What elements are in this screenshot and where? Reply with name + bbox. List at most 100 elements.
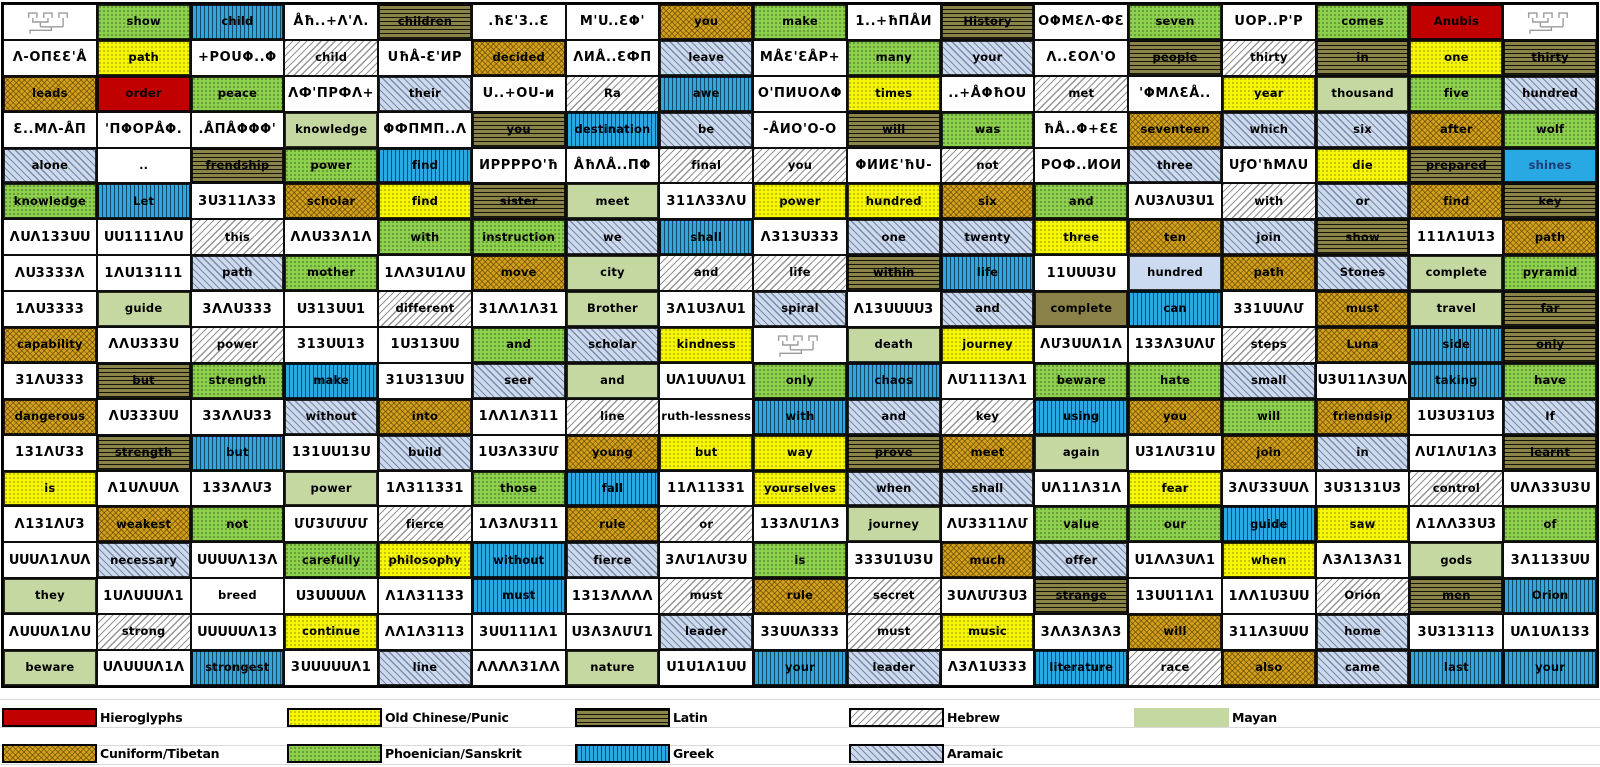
grid-cell[interactable]: make [753, 4, 847, 40]
grid-cell[interactable]: find [378, 183, 472, 220]
grid-cell[interactable]: year [1221, 75, 1316, 112]
grid-cell[interactable]: way [753, 434, 847, 471]
grid-cell[interactable]: 3ΛΛՍ333 [190, 291, 285, 328]
grid-cell[interactable]: hundred [1128, 255, 1222, 292]
grid-cell[interactable]: find [1409, 183, 1504, 220]
grid-cell[interactable]: death [846, 327, 941, 363]
grid-cell[interactable]: secret [846, 578, 941, 615]
grid-cell[interactable]: strength [190, 362, 285, 399]
grid-cell[interactable]: alone [3, 147, 97, 184]
grid-cell[interactable]: taking [1409, 362, 1504, 399]
grid-cell[interactable]: Ɛ..ΜΛ-ÅΠ [3, 111, 97, 148]
grid-cell[interactable]: is [3, 470, 97, 507]
grid-cell[interactable]: ΛՍ333ՍՍ [96, 398, 191, 435]
grid-cell[interactable]: 111Λ1Ս13 [1409, 219, 1504, 256]
grid-cell[interactable]: meet [565, 183, 660, 220]
grid-cell[interactable]: ΛՍՍՍΛ1ΛՍ [3, 614, 97, 651]
grid-cell[interactable]: 1ΛՍ3333 [3, 291, 97, 328]
grid-cell[interactable]: -ÅИΟ'Ο-Ο [753, 111, 847, 148]
grid-cell[interactable]: men [1409, 578, 1504, 615]
grid-cell[interactable]: 1313ΛΛΛΛ [565, 578, 660, 615]
grid-cell[interactable]: ÅħΛÅ..ΠΦ [565, 147, 660, 184]
grid-cell[interactable]: child [190, 4, 285, 40]
grid-cell[interactable]: knowledge [3, 183, 97, 220]
grid-cell[interactable]: kindness [659, 327, 754, 363]
grid-cell[interactable]: UƒΟ'ħΜΛU [1221, 147, 1316, 184]
grid-cell[interactable]: only [1503, 327, 1597, 363]
grid-cell[interactable]: mother [284, 255, 379, 292]
grid-cell[interactable]: die [1315, 147, 1410, 184]
grid-cell[interactable]: ՍՍ1111ΛՍ [96, 219, 191, 256]
grid-cell[interactable]: 3ՍՍ111Λ1 [471, 614, 566, 651]
grid-cell[interactable]: home [1315, 614, 1410, 651]
grid-cell[interactable]: gods [1409, 542, 1504, 579]
grid-cell[interactable]: 1ΛΛ1Λ311 [471, 398, 566, 435]
grid-cell[interactable]: find [378, 147, 472, 184]
grid-cell[interactable]: Let [96, 183, 191, 220]
grid-cell[interactable]: 333Ս1Ս3Ս [846, 542, 941, 579]
grid-cell[interactable]: ΛΛՍ333Ս [96, 327, 191, 363]
grid-cell[interactable]: 1Ս3Ս31Ս3 [1409, 398, 1504, 435]
grid-cell[interactable]: can [1128, 291, 1222, 328]
grid-cell[interactable]: ΛՍ3ΛՍ3Ս1 [1128, 183, 1222, 220]
grid-cell[interactable]: 13ՍՍ11Λ1 [1128, 578, 1222, 615]
grid-cell[interactable]: have [1503, 362, 1597, 399]
grid-cell[interactable]: .ÅΠÅΦΦΦ' [190, 111, 285, 148]
grid-cell[interactable]: Ս3ՍՍՍՍΛ [284, 578, 379, 615]
grid-cell[interactable]: 3ՍՍՍՍՍΛ1 [284, 650, 379, 686]
grid-cell[interactable]: seventeen [1128, 111, 1222, 148]
grid-cell[interactable]: ՍΛ1ՍΛ133 [1503, 614, 1597, 651]
grid-cell[interactable]: your [753, 650, 847, 686]
grid-cell[interactable]: saw [1315, 506, 1410, 543]
grid-cell[interactable]: 31ΛՍ333 [3, 362, 97, 399]
grid-cell[interactable]: ΛՄ1ΛՄ1Λ3 [1409, 434, 1504, 471]
grid-cell[interactable]: one [846, 219, 941, 256]
grid-cell[interactable]: +ΡΟUΦ..Φ [190, 39, 285, 76]
grid-cell[interactable]: nature [565, 650, 660, 686]
grid-cell[interactable]: not [190, 506, 285, 543]
grid-cell[interactable]: you [471, 111, 566, 148]
grid-cell[interactable]: will [1221, 398, 1316, 435]
grid-cell[interactable]: 1Ս313ՍՍ [378, 327, 472, 363]
grid-cell[interactable]: continue [284, 614, 379, 651]
grid-cell[interactable]: ΦИИƐ'ħU- [846, 147, 941, 184]
grid-cell[interactable]: Åħ..+Λ'Λ. [284, 4, 379, 40]
grid-cell[interactable]: children [378, 4, 472, 40]
grid-cell[interactable]: and [940, 291, 1035, 328]
grid-cell[interactable]: must [471, 578, 566, 615]
grid-cell[interactable]: Λ3Λ13Λ31 [1315, 542, 1410, 579]
grid-cell[interactable]: different [378, 291, 472, 328]
grid-cell[interactable]: those [471, 470, 566, 507]
grid-cell[interactable]: and [1034, 183, 1129, 220]
grid-cell[interactable]: or [1315, 183, 1410, 220]
grid-cell[interactable]: dangerous [3, 398, 97, 435]
grid-cell[interactable]: Λ3Λ1Ս333 [940, 650, 1035, 686]
grid-cell[interactable]: path [1221, 255, 1316, 292]
grid-cell[interactable]: seer [471, 362, 566, 399]
grid-cell[interactable]: fierce [565, 542, 660, 579]
grid-cell[interactable]: shall [659, 219, 754, 256]
grid-cell[interactable]: life [940, 255, 1035, 292]
grid-cell[interactable]: 131ΛՄ33 [3, 434, 97, 471]
grid-cell[interactable]: ИΡΡΡΡΟ'ħ [471, 147, 566, 184]
grid-cell[interactable]: learnt [1503, 434, 1597, 471]
grid-cell[interactable]: fear [1128, 470, 1222, 507]
grid-cell[interactable]: 133Λ3ՍΛՄ [1128, 327, 1222, 363]
grid-cell[interactable]: UħÅ-Ɛ'ИΡ [378, 39, 472, 76]
grid-cell[interactable]: Ս3Λ3ΛՄՄ1 [565, 614, 660, 651]
grid-cell[interactable]: instruction [471, 219, 566, 256]
grid-cell[interactable]: philosophy [378, 542, 472, 579]
grid-cell[interactable]: ՍՍՍՍՍΛ13 [190, 614, 285, 651]
grid-cell[interactable]: shall [940, 470, 1035, 507]
grid-cell[interactable]: show [1315, 219, 1410, 256]
grid-cell[interactable]: three [1034, 219, 1129, 256]
grid-cell[interactable]: value [1034, 506, 1129, 543]
grid-cell[interactable]: awe [659, 75, 754, 112]
grid-cell[interactable]: times [846, 75, 941, 112]
grid-cell[interactable]: Μ'Ս..ƐΦ' [565, 4, 660, 40]
grid-cell[interactable]: Brother [565, 291, 660, 328]
grid-cell[interactable]: guide [1221, 506, 1316, 543]
grid-cell[interactable]: 3ΛΛ3Λ3Λ3 [1034, 614, 1129, 651]
grid-cell[interactable]: frendship [190, 147, 285, 184]
grid-cell[interactable]: ΛՄ3311ΛՄ [940, 506, 1035, 543]
